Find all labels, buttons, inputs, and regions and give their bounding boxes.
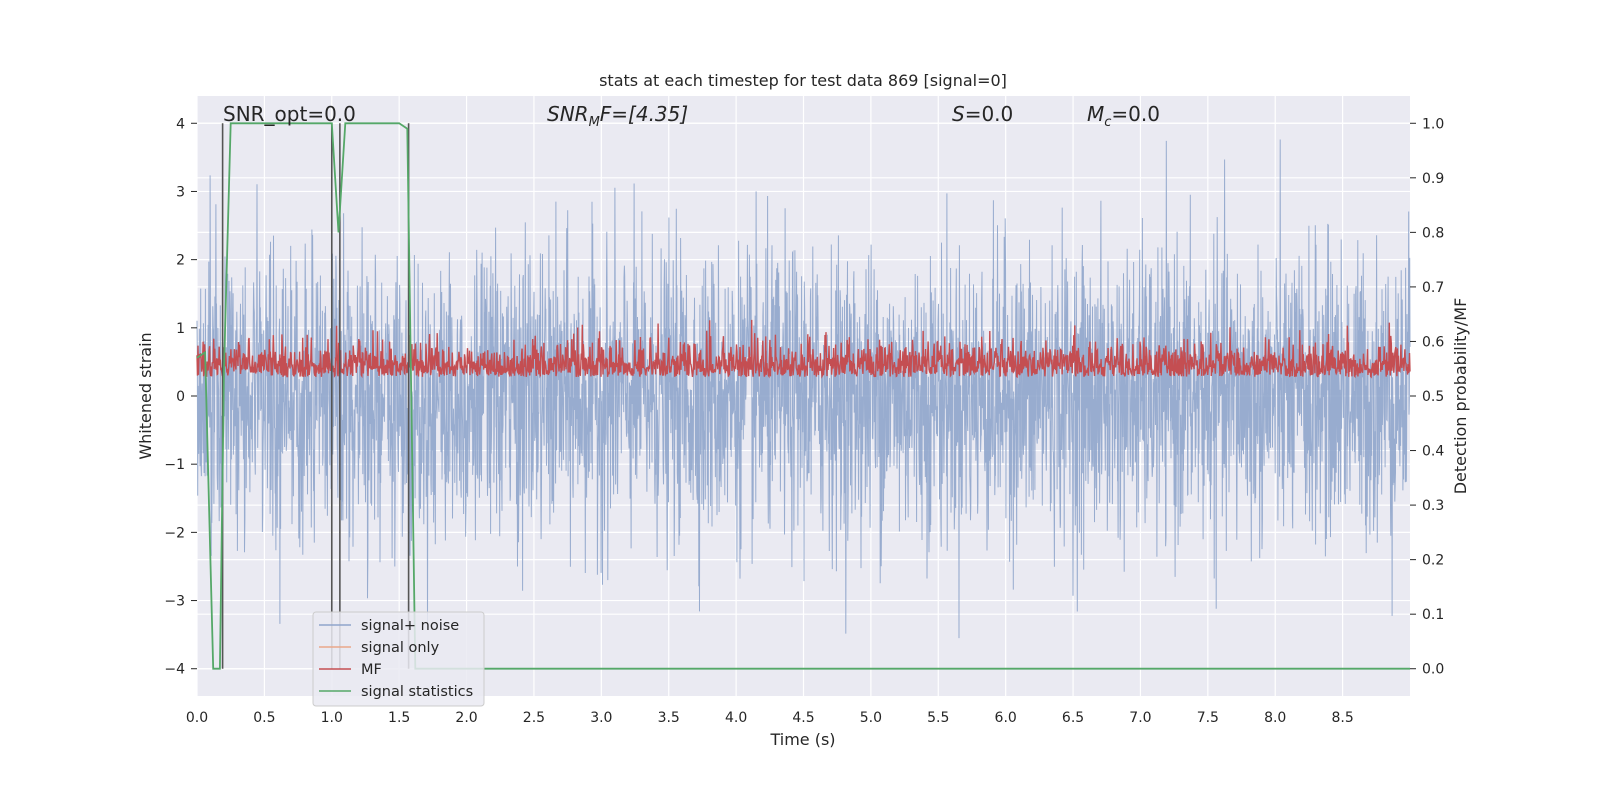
y-tick-label: −4 [164,662,185,678]
series-mf [196,319,1411,379]
x-tick-label: 3.5 [658,710,680,726]
y2-axis-label: Detection probability/MF [1451,298,1470,495]
y-tick-label: 2 [176,253,185,269]
y2-tick-label: 0.9 [1422,171,1444,187]
y2-tick-label: 0.0 [1422,662,1444,678]
mf-line [196,319,1411,379]
y2-tick-label: 0.1 [1422,607,1444,623]
legend-label-signal-noise: signal+ noise [361,618,459,634]
signal-statistics-line [196,122,1410,670]
x-tick-label: 2.0 [455,710,477,726]
legend: signal+ noise signal only MF signal stat… [312,611,485,707]
x-tick-label: 4.0 [725,710,747,726]
legend-label-signal-statistics: signal statistics [361,684,473,700]
y2-tick-label: 0.4 [1422,444,1444,460]
y2-tick-label: 0.6 [1422,334,1444,350]
ticks: 0.0 0.5 1.0 1.5 2.0 2.5 3.0 3.5 4.0 4.5 5.0 5.5 6.0 6… [164,116,1444,726]
annotation-mc-subscript: c [1104,115,1111,130]
x-tick-label: 4.5 [792,710,814,726]
x-tick-label: 3.0 [590,710,612,726]
y2-tick-label: 1.0 [1422,116,1444,132]
chart-title: stats at each timestep for test data 869… [599,71,1007,90]
annotation-s: S=0.0 [952,102,1013,126]
x-axis-label: Time (s) [769,730,835,749]
y-axis-label: Whitened strain [136,332,155,459]
x-tick-label: 8.0 [1264,710,1286,726]
annotation-s-value: =0.0 [965,102,1014,126]
y-tick-label: −3 [164,594,185,610]
y-tick-label: −2 [164,525,185,541]
x-tick-label: 2.5 [523,710,545,726]
y-tick-label: 1 [176,321,185,337]
annotation-snr-mf-value: F=[4.35] [600,102,688,126]
x-tick-label: 7.5 [1197,710,1219,726]
y-tick-label: 3 [176,184,185,200]
x-tick-label: 6.5 [1062,710,1084,726]
x-tick-label: 1.0 [321,710,343,726]
y2-tick-label: 0.2 [1422,553,1444,569]
legend-label-mf: MF [361,662,382,678]
y2-tick-label: 0.5 [1422,389,1444,405]
annotation-snr-opt: SNR_opt=0.0 [223,102,356,126]
x-tick-label: 1.5 [388,710,410,726]
x-tick-label: 5.0 [860,710,882,726]
annotation-mc: Mc=0.0 [1087,102,1160,130]
legend-label-signal-only: signal only [361,640,440,656]
annotation-s-symbol: S [952,102,965,126]
annotations: SNR_opt=0.0 SNRMF=[4.35] S=0.0 Mc=0.0 [223,102,1160,130]
x-tick-label: 8.5 [1331,710,1353,726]
x-tick-label: 6.0 [995,710,1017,726]
x-tick-label: 0.0 [186,710,208,726]
annotation-mc-symbol: M [1087,102,1104,126]
y2-tick-label: 0.7 [1422,280,1444,296]
y2-tick-label: 0.8 [1422,225,1444,241]
annotation-snr-mf-symbol: SNR [547,102,589,126]
annotation-snr-mf-subscript: M [589,115,600,130]
legend-box [312,611,485,707]
annotation-snr-mf: SNRMF=[4.35] [547,102,688,130]
y-tick-label: 0 [176,389,185,405]
y2-tick-label: 0.3 [1422,498,1444,514]
x-tick-label: 7.0 [1129,710,1151,726]
series-signal-statistics [196,122,1410,670]
x-tick-label: 0.5 [253,710,275,726]
y-tick-label: 4 [176,116,185,132]
annotation-mc-value: =0.0 [1111,102,1160,126]
y-tick-label: −1 [164,457,185,473]
x-tick-label: 5.5 [927,710,949,726]
